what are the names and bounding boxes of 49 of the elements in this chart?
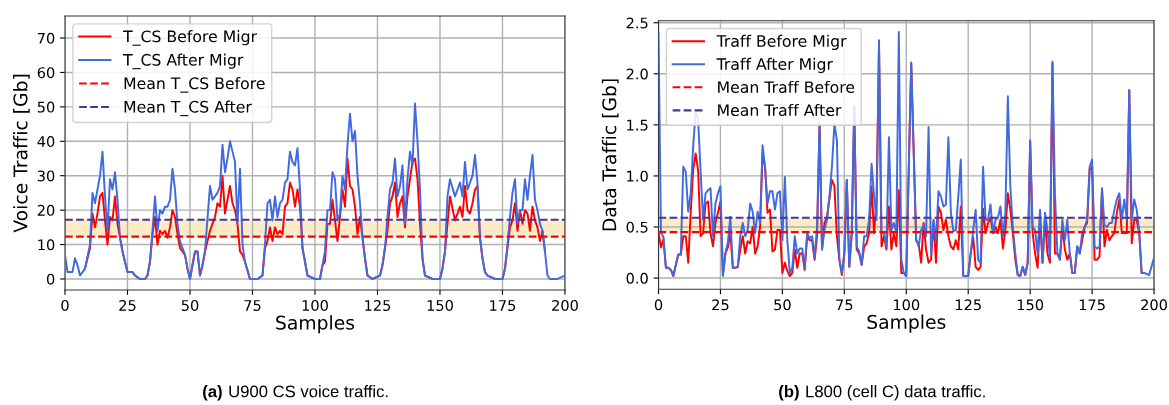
y-tick-label: 40 [37, 136, 55, 148]
legend-label: Mean T_CS Before [124, 77, 265, 93]
x-tick-label: 75 [244, 300, 261, 311]
x-axis-title: Samples [276, 315, 355, 334]
x-tick-label: 75 [836, 299, 853, 311]
x-tick-label: 25 [119, 299, 136, 311]
x-tick-label: 150 [427, 299, 453, 311]
legend-label: T_CS After Migr [123, 53, 244, 70]
x-tick-label: 100 [893, 299, 920, 311]
x-tick-label: 175 [490, 300, 516, 311]
x-tick-label: 0 [61, 299, 69, 311]
text: (b) [779, 385, 799, 401]
y-tick-label: 0 [46, 273, 55, 285]
x-tick-label: 125 [955, 299, 981, 311]
x-tick-label: 25 [712, 299, 729, 311]
y-tick-label: 1.0 [627, 170, 648, 182]
x-tick-label: 150 [1017, 299, 1044, 311]
legend-label: T_CS Before Migr [123, 30, 258, 46]
y-tick-label: 2.5 [626, 17, 648, 29]
y-tick-label: 2.0 [626, 68, 648, 80]
legend-label: Traff After Migr [716, 57, 833, 74]
y-tick-label: 70 [37, 32, 55, 44]
line-series [65, 102, 565, 280]
legend-label: Mean T_CS After [124, 100, 252, 117]
text: U900 CS voice traffic. [229, 385, 388, 398]
x-tick-label: 50 [181, 299, 199, 311]
y-axis-title: Voice Traffic [Gb] [13, 74, 30, 233]
legend-label: Traff Before Migr [716, 34, 847, 51]
x-tick-label: 100 [302, 299, 328, 311]
x-tick-label: 125 [365, 299, 391, 311]
x-tick-label: 200 [552, 299, 578, 311]
x-tick-label: 200 [1141, 299, 1167, 311]
text: (a) [203, 385, 222, 401]
y-tick-label: 30 [37, 170, 55, 182]
x-tick-label: 50 [774, 299, 791, 311]
legend-label: Mean Traff Before [718, 80, 855, 94]
y-tick-label: 10 [38, 239, 55, 251]
y-tick-label: 50 [37, 101, 55, 113]
y-tick-label: 20 [37, 204, 55, 216]
x-axis-title: Samples [867, 314, 946, 333]
x-tick-label: 175 [1079, 299, 1105, 311]
y-tick-label: 1.5 [627, 119, 648, 131]
legend-label: Mean Traff After [718, 103, 842, 117]
y-tick-label: 60 [37, 67, 55, 79]
y-axis-title: Data Traffic [Gb] [601, 79, 619, 231]
y-tick-label: 0.0 [626, 272, 648, 284]
text: L800 (cell C) data traffic. [806, 385, 985, 401]
y-tick-label: 0.5 [626, 221, 648, 233]
x-tick-label: 0 [654, 299, 663, 311]
